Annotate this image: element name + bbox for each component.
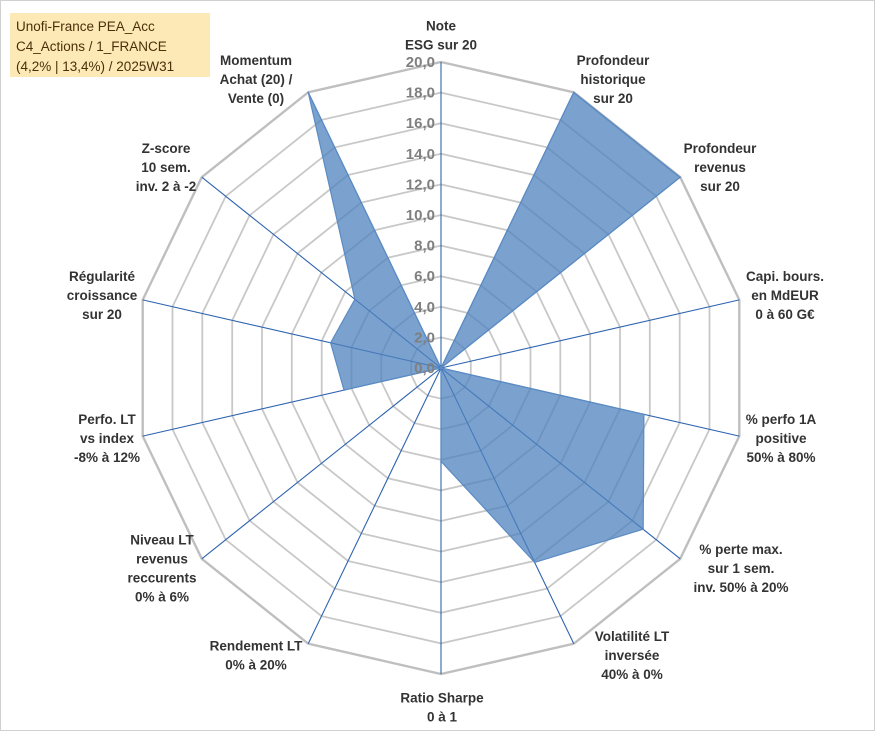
category-label-line: Perfo. LT — [78, 412, 136, 427]
category-label: Rendement LT 0% à 20% — [210, 639, 304, 673]
category-label-line: 0 à 1 — [427, 710, 458, 725]
category-label-line: Ratio Sharpe — [400, 691, 484, 706]
tick-label: 18,0 — [406, 85, 435, 102]
category-label-line: Z-score — [142, 141, 191, 156]
data-point — [343, 389, 345, 391]
title-line-3: (4,2% | 13,4%) / 2025W31 — [16, 59, 175, 74]
chart-title-box: Unofi-France PEA_Acc C4_Actions / 1_FRAN… — [10, 13, 210, 77]
category-label-line: sur 20 — [82, 307, 122, 322]
tick-label: 2,0 — [414, 329, 435, 346]
radar-spoke — [307, 367, 442, 644]
radar-spoke — [201, 367, 442, 560]
category-label-line: Profondeur — [577, 53, 650, 68]
category-label: Z-score 10 sem. inv. 2 à -2 — [136, 141, 197, 194]
data-point — [354, 298, 356, 301]
category-label-line: Note — [426, 19, 456, 34]
category-label-line: 0 à 60 G€ — [755, 307, 815, 322]
category-label-line: 0% à 20% — [225, 658, 287, 673]
tick-label: 14,0 — [406, 146, 435, 163]
data-point — [679, 176, 681, 178]
category-label-line: reccurents — [127, 571, 196, 586]
title-line-2: C4_Actions / 1_FRANCE — [16, 39, 167, 54]
category-label-line: -8% à 12% — [74, 450, 140, 465]
tick-label: 20,0 — [406, 54, 435, 71]
category-label-line: Profondeur — [684, 141, 757, 156]
category-label-line: inv. 2 à -2 — [136, 179, 197, 194]
data-point — [440, 460, 442, 463]
tick-label: 10,0 — [406, 207, 435, 224]
category-label: Capi. bours. en MdEUR 0 à 60 G€ — [746, 269, 824, 322]
category-label-line: en MdEUR — [751, 288, 819, 303]
category-label-line: Momentum — [220, 53, 292, 68]
data-point — [329, 342, 332, 344]
category-label-line: croissance — [67, 288, 138, 303]
category-label-line: sur 1 sem. — [708, 561, 775, 576]
category-label-line: vs index — [80, 431, 135, 446]
category-label: Momentum Achat (20) / Vente (0) — [220, 53, 293, 106]
category-label: Volatilité LT inversée 40% à 0% — [595, 629, 670, 682]
category-label-line: revenus — [694, 160, 746, 175]
radar-spoke — [440, 299, 740, 369]
category-label: Profondeur revenus sur 20 — [684, 141, 757, 194]
radial-tick-labels: 0,0 2,0 4,0 6,0 8,0 10,0 12,0 14,0 16,0 18,0 20,0 — [406, 54, 435, 377]
tick-label: 4,0 — [414, 299, 435, 316]
data-point — [642, 528, 644, 530]
data-point — [573, 91, 575, 94]
category-label-line: Volatilité LT — [595, 629, 670, 644]
category-label: % perte max. sur 1 sem. inv. 50% à 20% — [693, 542, 788, 595]
category-label: Note ESG sur 20 — [405, 19, 477, 53]
category-label: Régularité croissance sur 20 — [67, 269, 138, 322]
tick-label: 12,0 — [406, 176, 435, 193]
category-label-line: Achat (20) / — [220, 72, 293, 87]
category-label-line: positive — [755, 431, 807, 446]
category-label-line: inv. 50% à 20% — [693, 580, 788, 595]
category-label-line: Vente (0) — [228, 91, 284, 106]
radar-series — [307, 91, 681, 564]
category-labels: Note ESG sur 20 Profondeur historique sur 20… — [67, 19, 824, 725]
category-label-line: 10 sem. — [141, 160, 191, 175]
category-label-line: % perfo 1A — [746, 412, 817, 427]
category-label-line: Niveau LT — [130, 533, 194, 548]
category-label-line: Capi. bours. — [746, 269, 824, 284]
category-label-line: % perte max. — [699, 542, 782, 557]
data-point — [440, 367, 442, 369]
title-line-1: Unofi-France PEA_Acc — [16, 19, 155, 34]
category-label-line: sur 20 — [700, 179, 740, 194]
category-label-line: 0% à 6% — [135, 590, 189, 605]
series-area — [307, 91, 681, 564]
category-label-line: 50% à 80% — [746, 450, 815, 465]
category-label: % perfo 1A positive 50% à 80% — [746, 412, 817, 465]
category-label-line: historique — [580, 72, 646, 87]
category-label-line: inversée — [605, 648, 660, 663]
category-label: Perfo. LT vs index -8% à 12% — [74, 412, 140, 465]
category-label-line: Régularité — [69, 269, 136, 284]
category-label-line: ESG sur 20 — [405, 38, 477, 53]
category-label-line: 40% à 0% — [601, 667, 663, 682]
tick-label: 6,0 — [414, 268, 435, 285]
tick-label: 0,0 — [414, 360, 435, 377]
category-label: Niveau LT revenus reccurents 0% à 6% — [127, 533, 196, 605]
data-point — [533, 561, 536, 564]
tick-label: 16,0 — [406, 115, 435, 132]
category-label: Profondeur historique sur 20 — [577, 53, 650, 106]
tick-label: 8,0 — [414, 238, 435, 255]
category-label-line: sur 20 — [593, 91, 633, 106]
category-label-line: revenus — [136, 552, 188, 567]
category-label: Ratio Sharpe 0 à 1 — [400, 691, 484, 725]
data-point — [643, 413, 645, 416]
category-label-line: Rendement LT — [210, 639, 304, 654]
data-point — [307, 91, 310, 94]
